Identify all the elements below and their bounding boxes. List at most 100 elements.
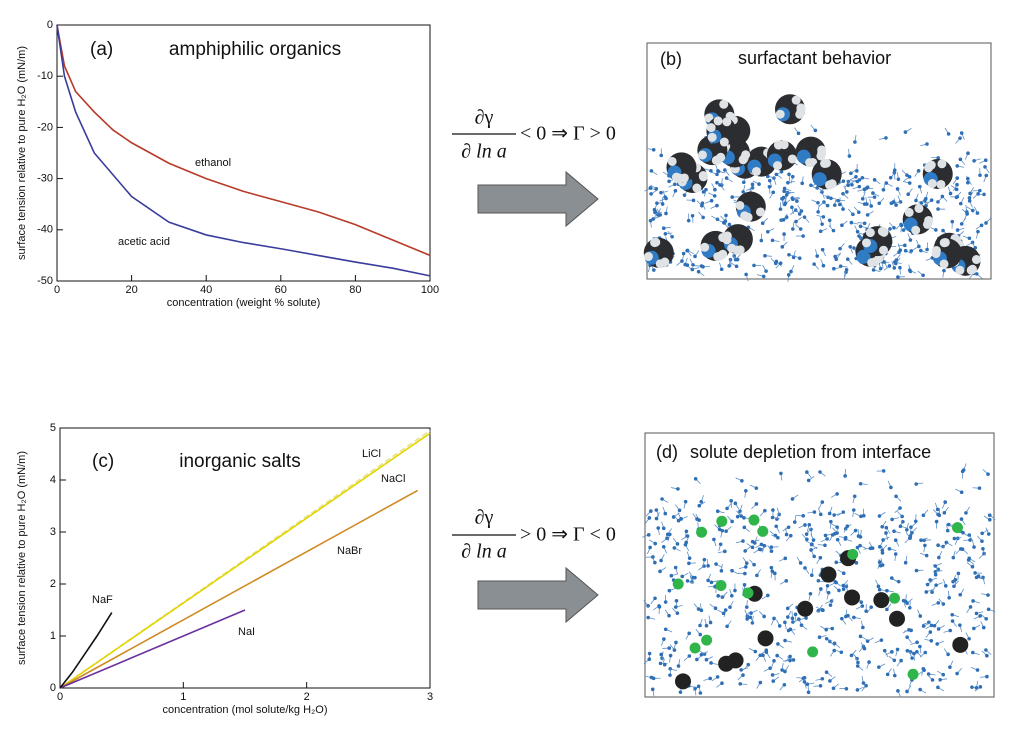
water-atom [805, 682, 810, 687]
y-tick-label: -40 [37, 224, 53, 236]
water-atom [789, 269, 793, 274]
water-atom [715, 172, 719, 177]
water-atom [908, 536, 912, 540]
water-atom [928, 630, 933, 634]
water-atom [828, 679, 832, 683]
water-atom [767, 184, 772, 189]
water-atom [646, 533, 651, 537]
water-atom [843, 474, 847, 478]
water-atom [978, 685, 983, 689]
water-atom [880, 548, 885, 553]
water-atom [860, 604, 865, 608]
water-atom [905, 635, 909, 639]
water-atom [843, 537, 848, 541]
x-tick-label: 60 [275, 284, 287, 296]
water-atom [685, 248, 689, 253]
water-atom [823, 533, 828, 538]
water-atom [975, 668, 980, 672]
water-atom [770, 515, 775, 520]
water-atom [659, 652, 663, 657]
water-atom [946, 522, 951, 527]
water-atom [761, 274, 766, 279]
water-atom [805, 537, 809, 542]
water-atom [693, 575, 697, 580]
water-atom [950, 219, 955, 224]
molecule-h [971, 255, 981, 265]
water-atom [941, 672, 946, 677]
molecule-h [716, 251, 726, 261]
water-atom [959, 517, 964, 521]
water-atom [918, 614, 923, 618]
water-atom [958, 201, 963, 206]
water-atom [847, 154, 852, 158]
water-atom [955, 164, 960, 168]
water-atom [687, 631, 691, 636]
arrow [477, 566, 599, 624]
water-atom [769, 549, 774, 554]
water-atom [794, 219, 798, 224]
water-atom [802, 215, 807, 219]
water-atom [806, 690, 811, 695]
water-atom [804, 532, 809, 536]
water-atom [933, 564, 938, 568]
water-atom [825, 537, 829, 541]
molecule-h [867, 258, 877, 268]
water-atom [764, 648, 769, 652]
molecule-h [939, 259, 949, 269]
water-atom [781, 218, 786, 222]
water-atom [790, 497, 795, 501]
water-atom [864, 683, 868, 688]
water-atom [912, 651, 916, 656]
water-atom [895, 647, 900, 652]
water-atom [742, 525, 747, 530]
water-atom [903, 130, 908, 134]
water-atom [901, 598, 906, 603]
series-line [59, 609, 246, 689]
molecule-h [791, 95, 801, 105]
water-atom [943, 500, 948, 504]
water-atom [701, 215, 705, 220]
water-atom [894, 203, 898, 207]
water-atom [892, 266, 897, 270]
ion-dark [797, 600, 814, 617]
water-atom [653, 210, 658, 214]
molecule-h [924, 163, 934, 173]
water-atom [735, 514, 740, 519]
series-line [59, 432, 431, 689]
water-atom [677, 508, 682, 513]
water-atom [893, 552, 898, 556]
water-atom [887, 264, 892, 268]
water-atom [925, 247, 929, 252]
water-atom [884, 531, 888, 535]
water-atom [900, 514, 904, 519]
water-atom [695, 657, 699, 662]
water-atom [837, 202, 842, 207]
water-atom [888, 175, 893, 180]
water-atom [983, 165, 987, 169]
water-atom [947, 595, 951, 600]
water-atom [716, 169, 721, 174]
water-atom [770, 238, 775, 243]
water-atom [825, 203, 830, 208]
water-atom [952, 536, 957, 541]
water-atom [818, 470, 822, 474]
water-atom [959, 490, 964, 495]
water-atom [901, 228, 906, 232]
water-atom [806, 478, 811, 483]
water-atom [744, 561, 749, 566]
water-atom [675, 542, 680, 546]
water-atom [915, 650, 919, 654]
water-atom [790, 616, 795, 621]
water-atom [649, 509, 653, 513]
ion-dark [888, 610, 905, 627]
x-tick-label: 0 [57, 691, 63, 703]
water-atom [753, 649, 758, 654]
water-atom [955, 176, 960, 180]
water-atom [818, 512, 823, 517]
water-atom [909, 249, 914, 253]
water-atom [840, 616, 844, 621]
water-atom [833, 254, 837, 259]
water-atom [845, 524, 850, 529]
water-atom [972, 626, 976, 631]
molecule-h [879, 227, 889, 237]
